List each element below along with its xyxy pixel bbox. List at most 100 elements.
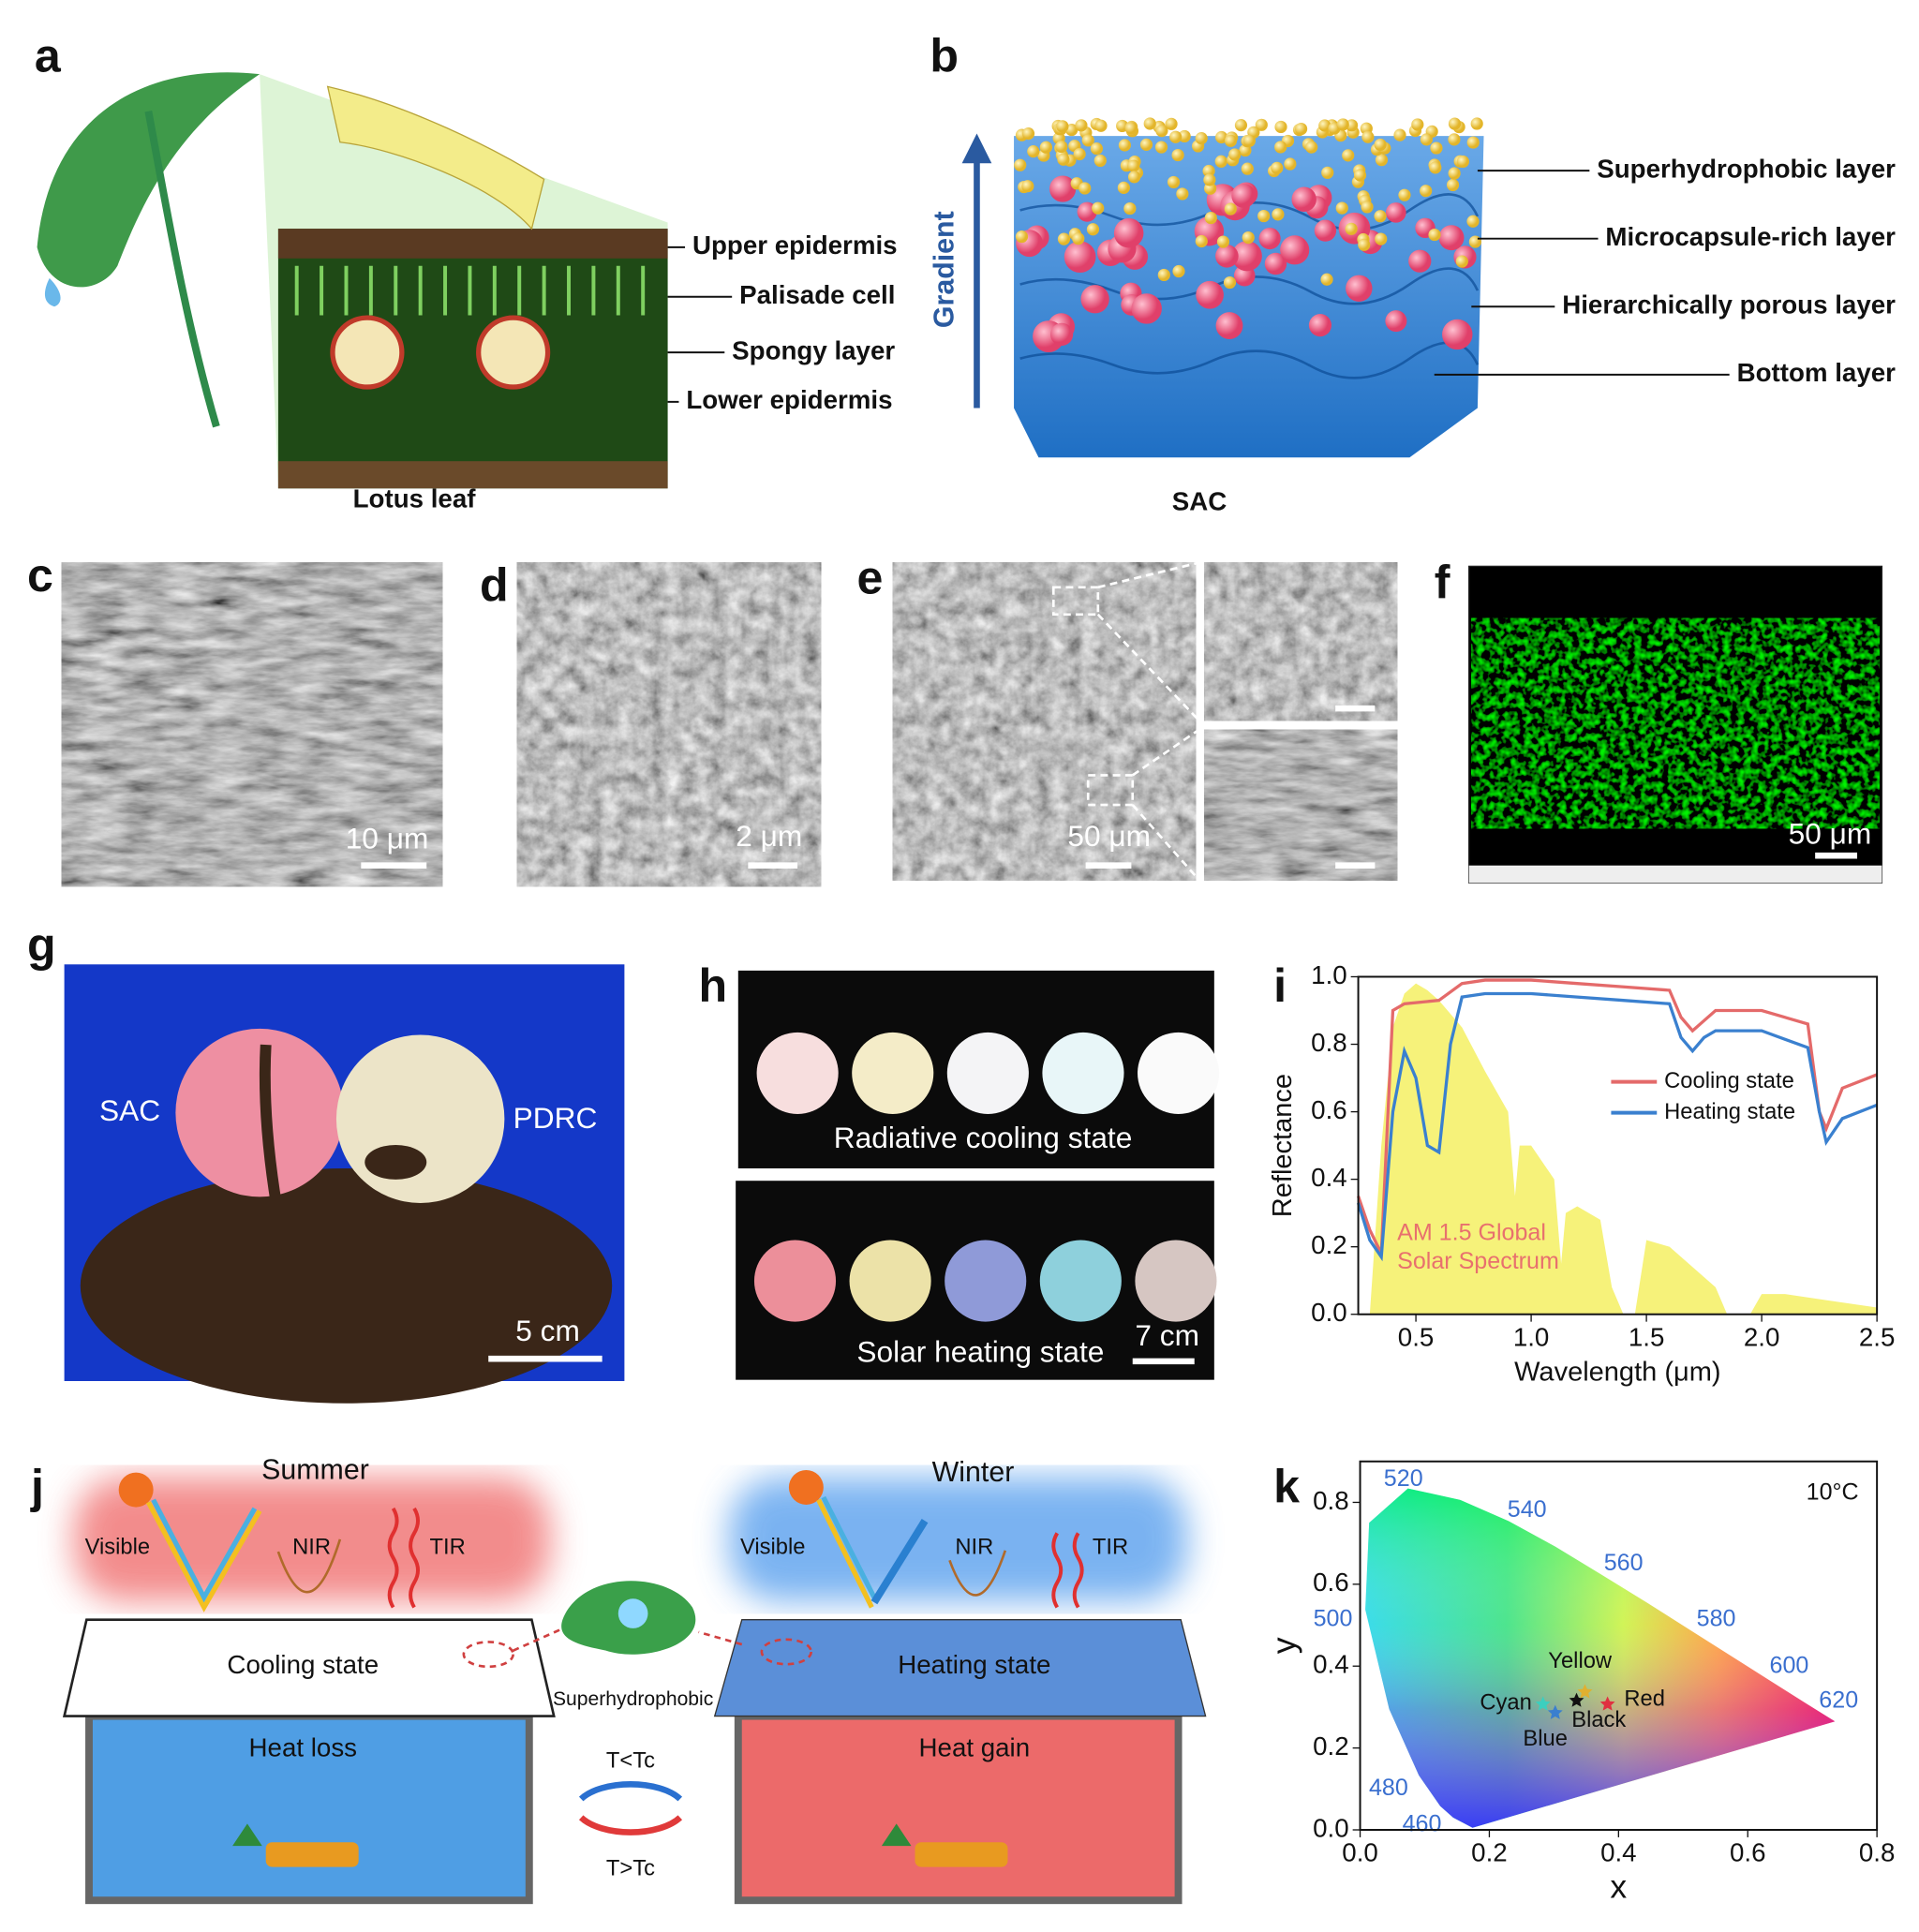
sample-disc [753, 1240, 837, 1322]
radiation-label: Visible [740, 1534, 806, 1559]
wavelength-label: 460 [1403, 1810, 1442, 1836]
particle [1321, 166, 1334, 179]
illustration-rect [1471, 617, 1880, 829]
particle [1393, 128, 1406, 141]
illustration-path [62, 1618, 556, 1717]
particle [1255, 118, 1268, 131]
particle [1118, 139, 1131, 152]
x-tick-label: 0.8 [1859, 1838, 1896, 1867]
illustration-g [294, 265, 646, 316]
sample-disc [1042, 1032, 1124, 1114]
illustration-path [948, 1550, 1007, 1597]
y-tick-label: 0.0 [1313, 1813, 1349, 1842]
particle [1456, 155, 1469, 169]
particle [1466, 136, 1480, 149]
illustration-g [265, 1842, 1008, 1867]
illustration-g [753, 1032, 1220, 1322]
sample-disc [1138, 1032, 1220, 1114]
sample-disc [756, 1032, 839, 1114]
transition-label: T<Tc [606, 1748, 655, 1774]
illustration-g [146, 1495, 929, 1612]
illustration-rect [277, 461, 668, 489]
particle [1242, 230, 1255, 245]
particle [1123, 201, 1137, 215]
illustration-path [513, 1625, 743, 1652]
room-label: Heat loss [249, 1733, 357, 1762]
point-label: Black [1571, 1707, 1626, 1732]
panel-label: f [1435, 557, 1450, 609]
illustration-rect [1468, 865, 1882, 884]
wavelength-label: 560 [1604, 1550, 1644, 1576]
particle [1178, 129, 1191, 143]
caption: Lotus leaf [353, 484, 477, 513]
illustration-rect [516, 562, 822, 887]
panel-label: e [856, 551, 883, 603]
illustration-path [146, 1501, 262, 1612]
particle [1342, 149, 1355, 162]
sample-disc [849, 1240, 931, 1322]
x-axis-label: Wavelength (μm) [1514, 1358, 1720, 1388]
particle [1079, 182, 1092, 195]
illustration-ellipse [760, 1638, 812, 1666]
particle [1094, 119, 1108, 132]
particle [1430, 141, 1443, 155]
particle [1345, 222, 1358, 235]
wavelength-label: 580 [1697, 1605, 1736, 1631]
particle [1014, 158, 1027, 171]
annotation: Spongy layer [732, 335, 895, 364]
scale-bar-label: 5 cm [515, 1314, 580, 1347]
particle [1411, 118, 1424, 131]
illustration-rect [1204, 729, 1398, 881]
x-tick-label: 0.2 [1471, 1838, 1508, 1867]
microcapsule [1386, 202, 1406, 223]
particle [1361, 130, 1375, 143]
particle [1057, 153, 1070, 166]
particle [1127, 171, 1141, 184]
illustration-path [151, 1498, 258, 1603]
annotation: Hierarchically porous layer [1562, 290, 1896, 320]
illustration-path [870, 1519, 929, 1605]
x-tick-label: 0.4 [1600, 1838, 1637, 1867]
illustration-rect [61, 562, 443, 887]
scale-bar-label: 10 μm [346, 822, 429, 855]
particle [1398, 188, 1411, 201]
illustration-path [821, 1495, 877, 1599]
panel-label: a [35, 30, 62, 82]
wavelength-label: 600 [1770, 1652, 1809, 1678]
illustration-rect [85, 1712, 533, 1905]
particle [1305, 141, 1318, 154]
particle [1143, 117, 1156, 130]
illustration-path [259, 1044, 290, 1250]
particle [1216, 235, 1230, 248]
axis-label: Gradient [930, 211, 960, 328]
y-tick-label: 1.0 [1311, 960, 1347, 989]
illustration-rect [1204, 562, 1398, 721]
illustration-circle [330, 315, 405, 390]
particle [1155, 125, 1168, 138]
illustration-circle [335, 1034, 505, 1203]
particle [1072, 232, 1085, 245]
scale-bar-label: 50 μm [1789, 816, 1872, 850]
microcapsule [1264, 252, 1287, 275]
sample-disc [946, 1032, 1029, 1114]
x-axis-label: x [1610, 1868, 1627, 1906]
particle [1157, 268, 1170, 282]
roof-label: Cooling state [227, 1650, 379, 1679]
x-tick-label: 0.5 [1398, 1322, 1435, 1351]
particle [1375, 232, 1388, 245]
microcapsule [1280, 235, 1310, 265]
particle [1202, 164, 1215, 178]
room-label: Heat gain [919, 1733, 1031, 1762]
illustration-rect [729, 1477, 1187, 1601]
illustration-rect [265, 1842, 359, 1867]
microcapsule [1308, 314, 1332, 337]
particle [1470, 117, 1483, 130]
scale-bar-label: 7 cm [1135, 1318, 1199, 1352]
x-tick-label: 2.0 [1744, 1322, 1780, 1351]
particle [1448, 133, 1461, 146]
particle [1154, 141, 1168, 154]
illustration-ellipse [462, 1641, 514, 1669]
particle [1171, 148, 1184, 162]
